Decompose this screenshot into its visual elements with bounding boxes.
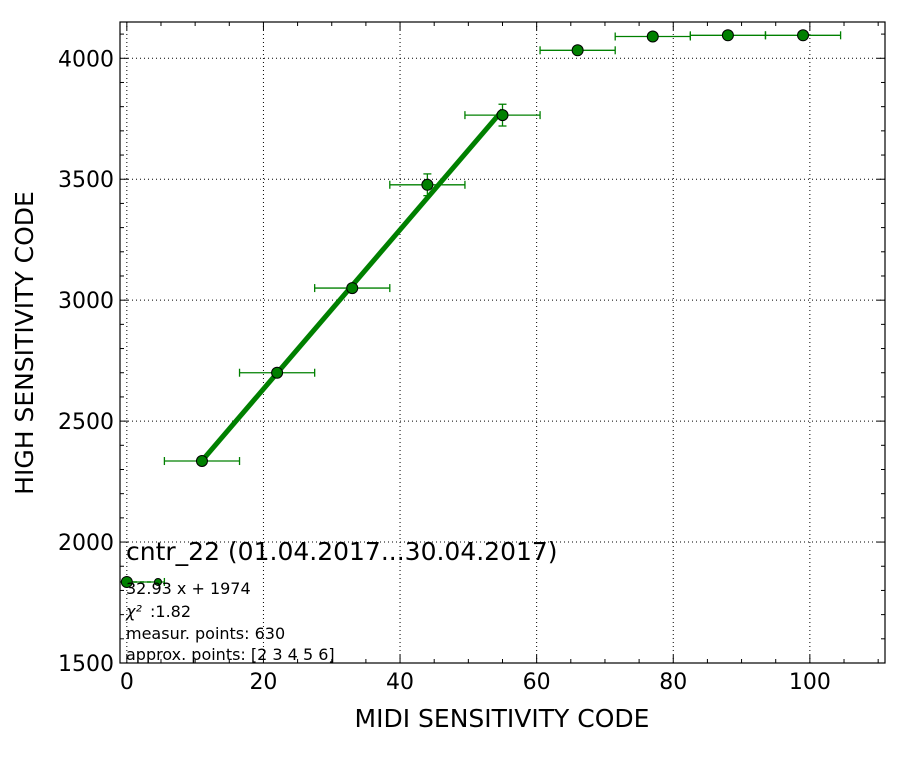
x-tick-label: 40 [386,670,414,695]
x-tick-label: 60 [523,670,551,695]
legend-dot [154,577,162,586]
legend-marker [126,577,162,586]
x-tick-label: 20 [249,670,277,695]
measured-points: measur. points: 630 [126,624,285,643]
plot-frame [119,21,886,664]
data-point [271,366,284,379]
x-axis-label: MIDI SENSITIVITY CODE [355,704,650,733]
minor-ticks [120,22,885,663]
y-axis-label: HIGH SENSITIVITY CODE [10,191,39,495]
data-point [646,30,659,43]
grid-lines [120,22,885,664]
data-points [120,29,810,588]
data-point [797,29,810,42]
y-tick-label: 1500 [58,652,114,677]
fit-equation: 32.93 x + 1974 [126,579,251,598]
x-tick-label: 80 [659,670,687,695]
data-point [346,282,359,295]
chi2-symbol: χ² [125,602,142,621]
annotation-title: cntr_22 (01.04.2017...30.04.2017) [126,537,558,566]
chi2-value: :1.82 [150,602,191,621]
y-tick-label: 2000 [58,531,114,556]
data-point [421,178,434,191]
y-tick-label: 2500 [58,410,114,435]
data-point [721,29,734,42]
y-tick-labels: 1500 2000 2500 3000 3500 4000 [58,47,114,677]
x-tick-labels: 0 20 40 60 80 100 [120,670,831,695]
x-tick-label: 100 [789,670,831,695]
approx-points: approx. points: [2 3 4 5 6] [126,645,335,664]
data-point [571,44,584,57]
annotation-block: cntr_22 (01.04.2017...30.04.2017) 32.93 … [125,537,558,664]
data-point [496,109,509,122]
y-tick-label: 4000 [58,47,114,72]
data-point [195,455,208,468]
y-tick-label: 3500 [58,168,114,193]
x-tick-label: 0 [120,670,134,695]
y-tick-label: 3000 [58,289,114,314]
